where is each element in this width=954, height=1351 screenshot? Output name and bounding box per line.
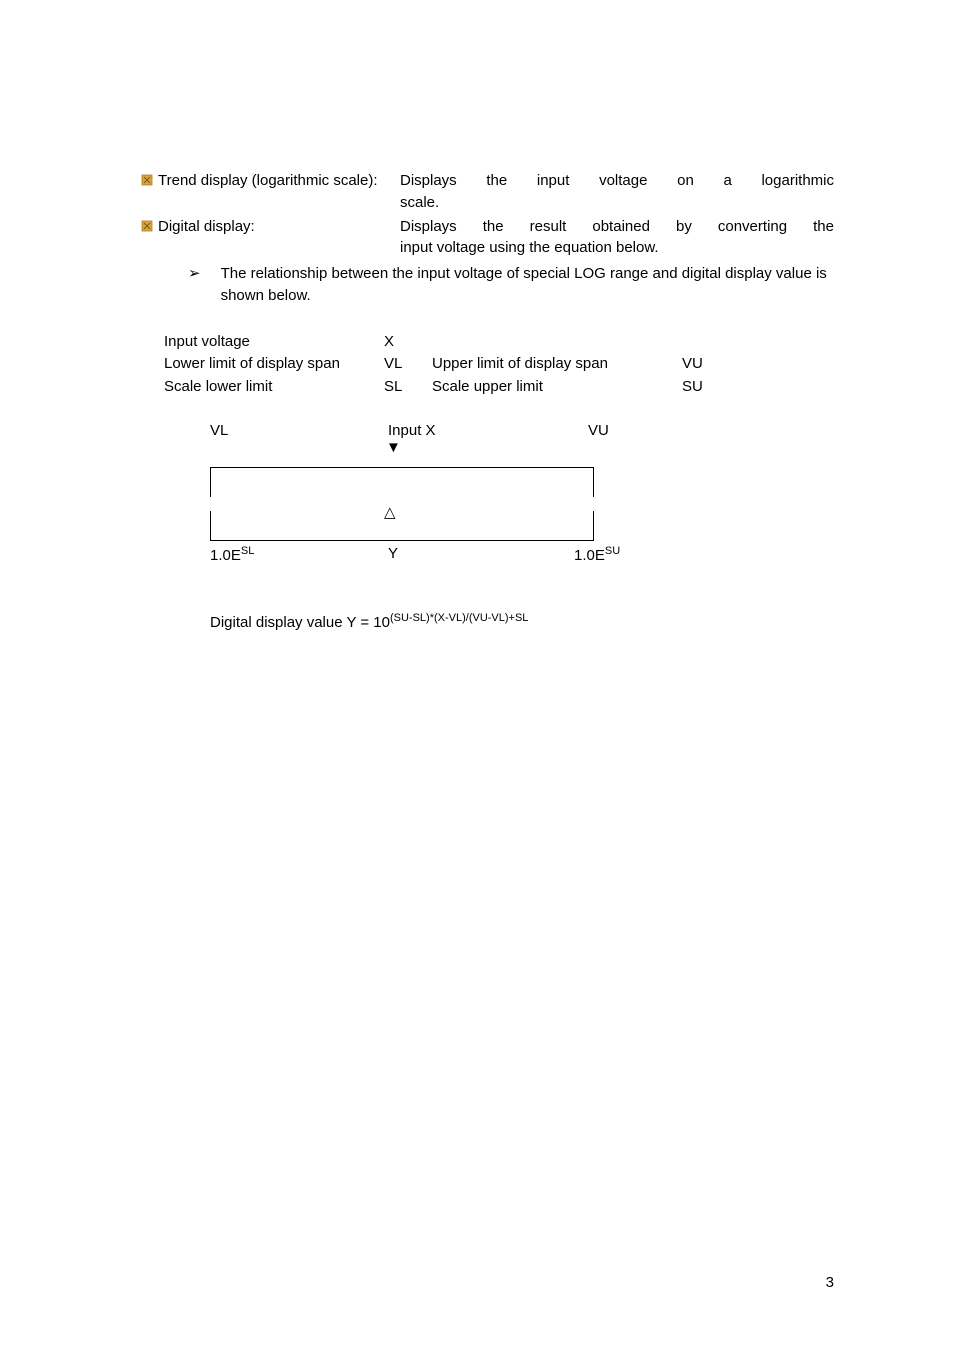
diagram-label-esu: 1.0ESU [574, 545, 620, 564]
variables-block: Input voltage X Lower limit of display s… [164, 331, 834, 399]
var-label: Input voltage [164, 331, 384, 354]
page-number: 3 [826, 1274, 834, 1291]
trend-value: Displays the input voltage on a logarith… [400, 170, 834, 214]
scale-diagram: VL Input X VU ▼ △ 1.0ESL Y 1.0ESU [210, 422, 690, 564]
diagram-label-y: Y [388, 545, 574, 564]
trend-label: Trend display (logarithmic scale): [158, 170, 378, 192]
sub-point-text: The relationship between the input volta… [221, 263, 834, 307]
var-symbol: VL [384, 353, 432, 376]
digital-value: Displays the result obtained by converti… [400, 216, 834, 260]
var-label: Lower limit of display span [164, 353, 384, 376]
definition-trend: Trend display (logarithmic scale): Displ… [140, 170, 834, 214]
marker-up-icon: △ [384, 503, 396, 521]
marker-down-icon: ▼ [386, 439, 401, 456]
axis-upper [210, 461, 690, 501]
var-symbol: VU [682, 353, 722, 376]
diagram-label-vu: VU [588, 422, 609, 439]
var-symbol: SL [384, 376, 432, 399]
var-label: Upper limit of display span [432, 353, 682, 376]
digital-label: Digital display: [158, 216, 255, 238]
diagram-label-vl: VL [210, 422, 388, 439]
sub-point: ➢ The relationship between the input vol… [188, 263, 834, 307]
formula: Digital display value Y = 10(SU-SL)*(X-V… [210, 612, 834, 631]
var-label: Scale upper limit [432, 376, 682, 399]
var-symbol: SU [682, 376, 722, 399]
diagram-label-esl: 1.0ESL [210, 545, 388, 564]
bullet-icon [140, 173, 154, 187]
var-label: Scale lower limit [164, 376, 384, 399]
chevron-icon: ➢ [188, 263, 201, 285]
var-symbol: X [384, 331, 432, 354]
definition-digital: Digital display: Displays the result obt… [140, 216, 834, 260]
axis-lower: △ [210, 501, 690, 541]
bullet-icon [140, 219, 154, 233]
diagram-label-inputx: Input X [388, 422, 588, 439]
